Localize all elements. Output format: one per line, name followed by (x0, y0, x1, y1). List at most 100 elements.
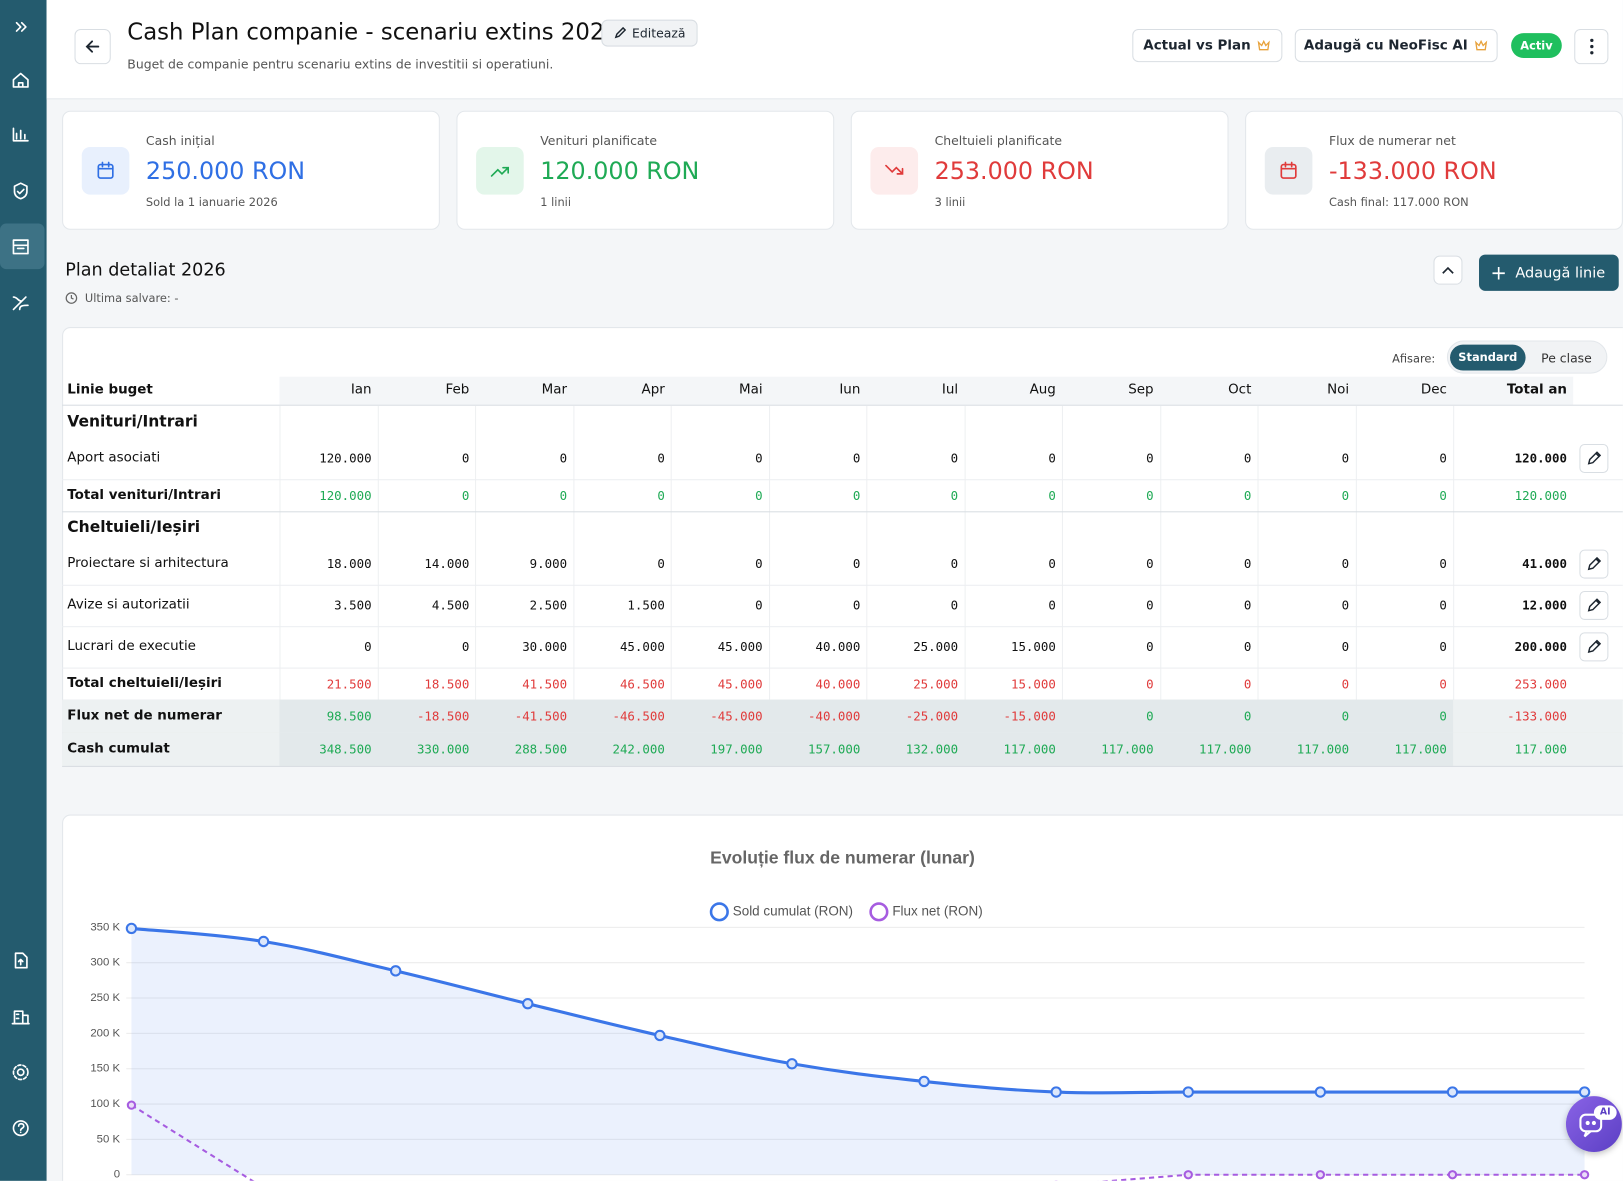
cell-value: 0 (657, 488, 665, 503)
data-point (1182, 1086, 1194, 1098)
edit-label: Editează (632, 25, 686, 41)
y-tick-label: 150 K (90, 1063, 120, 1075)
toggle-option-active[interactable]: Standard (1450, 344, 1526, 371)
actual-vs-plan-button[interactable]: Actual vs Plan (1132, 28, 1283, 63)
data-point (918, 1075, 930, 1088)
cell-value: 0 (950, 451, 959, 466)
expand-icon[interactable] (15, 21, 27, 32)
data-row-label: Proiectare si arhitectura (67, 555, 229, 572)
cell-value: 25.000 (913, 676, 959, 691)
shield-icon[interactable] (13, 182, 28, 200)
collapse-button[interactable] (1433, 255, 1463, 285)
toggle-option[interactable]: Pe clase (1541, 350, 1592, 365)
settings-icon[interactable] (16, 1068, 25, 1077)
cell-value: 0 (559, 451, 568, 466)
edit-button[interactable]: Editează (601, 19, 698, 47)
cell-value: 0 (1146, 556, 1154, 572)
edit-row-button[interactable] (1579, 444, 1609, 473)
data-row-label: Avize si autorizatii (67, 597, 190, 613)
cell-value: 0 (1243, 708, 1252, 724)
cell-value: 117.000 (1394, 742, 1447, 757)
cell-value: 0 (1439, 556, 1447, 572)
cell-value: 0 (1243, 451, 1252, 466)
add-line-button[interactable]: Adaugă linie (1479, 254, 1619, 291)
data-point (1050, 1086, 1062, 1098)
reports-icon[interactable] (12, 127, 29, 142)
cell-value: 9.000 (529, 556, 568, 572)
kpi-value: 253.000 RON (934, 158, 1094, 186)
page-title: Cash Plan companie - scenariu extins 202… (127, 19, 619, 46)
cell-value: 0 (1146, 598, 1154, 613)
cell-value: 0 (852, 556, 861, 572)
kpi-label: Cheltuieli planificate (934, 133, 1062, 149)
series-line (131, 926, 1585, 1095)
y-tick-label: 100 K (90, 1098, 120, 1110)
company-icon[interactable] (11, 1010, 30, 1025)
edit-row-button[interactable] (1579, 590, 1609, 620)
y-tick-label: 250 K (90, 992, 120, 1004)
cell-value: 98.500 (326, 708, 372, 724)
ai-assistant-button[interactable]: AI (1565, 1096, 1622, 1152)
cell-value: 0 (1243, 598, 1252, 613)
legend-marker (709, 902, 729, 922)
sidebar-icons (0, 21, 45, 1137)
cell-value: 0 (950, 598, 959, 613)
cell-value: 120.000 (1514, 451, 1567, 466)
data-point (1314, 1086, 1327, 1098)
cell-value: 200.000 (1514, 639, 1567, 655)
cell-value: 30.000 (522, 639, 568, 655)
more-button[interactable] (1574, 28, 1609, 65)
data-point (257, 935, 270, 948)
edit-row-button[interactable] (1579, 549, 1609, 579)
data-point (1315, 1170, 1326, 1180)
data-point (125, 922, 138, 935)
active-item[interactable] (0, 223, 45, 270)
cell-value: 0 (1146, 451, 1154, 466)
tools-icon[interactable] (12, 296, 29, 311)
column-divider (475, 405, 477, 700)
budget-icon (12, 239, 29, 255)
back-button[interactable] (74, 28, 111, 65)
row-line (62, 765, 1623, 767)
cell-value: 40.000 (815, 639, 861, 655)
upload-icon[interactable] (14, 952, 28, 969)
edit-row-button[interactable] (1579, 632, 1609, 662)
cell-value: 0 (1439, 708, 1447, 724)
y-tick-label: 200 K (90, 1027, 120, 1039)
cell-value: 0 (1048, 556, 1056, 572)
cell-value: 0 (1048, 451, 1056, 466)
cell-value: 0 (657, 556, 665, 572)
column-header: Mar (541, 381, 568, 398)
cell-value: 242.000 (612, 742, 665, 757)
neofisc-ai-button[interactable]: Adaugă cu NeoFisc AI (1294, 28, 1498, 63)
cell-value: 15.000 (1010, 676, 1056, 691)
kpi-icon (1264, 146, 1313, 195)
cell-value: -15.000 (1003, 708, 1056, 724)
cell-value: 21.500 (326, 676, 372, 691)
data-point (654, 1029, 666, 1042)
kpi-icon (870, 146, 919, 195)
data-point (126, 1100, 137, 1110)
data-point (1183, 1170, 1193, 1180)
help-icon[interactable] (12, 1120, 29, 1137)
cell-value: 0 (461, 639, 470, 655)
summary-row-label: Flux net de numerar (67, 707, 222, 724)
data-point (1447, 1170, 1458, 1180)
cell-value: -45.000 (710, 708, 763, 724)
summary-row-label: Cash cumulat (67, 741, 170, 757)
cell-value: 0 (1341, 488, 1350, 503)
cell-value: 0 (461, 451, 470, 466)
cell-value: 288.500 (514, 742, 568, 757)
kpi-label: Venituri planificate (540, 133, 658, 149)
home-icon[interactable] (12, 72, 29, 88)
cell-value: 0 (755, 451, 763, 466)
data-point (1579, 1170, 1590, 1180)
plan-title: Plan detaliat 2026 (65, 259, 226, 281)
cell-value: 4.500 (431, 598, 470, 613)
data-row-label: Aport asociati (67, 450, 161, 466)
row-line (62, 511, 1623, 513)
cell-value: 0 (1341, 556, 1350, 572)
clock-icon (65, 292, 78, 304)
cell-value: 0 (755, 598, 763, 613)
cell-value: 0 (1341, 639, 1350, 655)
